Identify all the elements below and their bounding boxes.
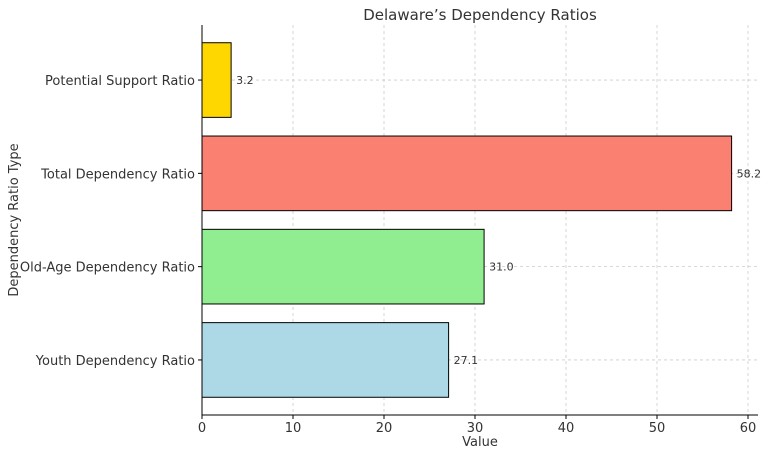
x-tick-label: 40 [558, 421, 575, 436]
x-tick-labels: 0 10 20 30 40 50 60 [198, 415, 756, 436]
y-tick-label: Potential Support Ratio [45, 74, 195, 89]
bar [201, 42, 232, 118]
x-tick-label: 0 [198, 421, 206, 436]
y-tick-label: Youth Dependency Ratio [35, 354, 195, 369]
data-label: 27.1 [454, 354, 479, 367]
bars [201, 42, 733, 398]
y-tick-label: Total Dependency Ratio [40, 167, 195, 182]
x-tick-label: 60 [740, 421, 757, 436]
data-labels: 27.1 31.0 58.2 3.2 [236, 74, 761, 367]
y-tick-labels: Youth Dependency Ratio Old-Age Dependency… [20, 74, 202, 369]
x-tick-label: 50 [649, 421, 666, 436]
x-tick-label: 30 [467, 421, 484, 436]
bar [201, 322, 450, 398]
y-tick-label: Old-Age Dependency Ratio [20, 261, 195, 276]
chart-title: Delaware’s Dependency Ratios [363, 6, 597, 24]
data-label: 58.2 [737, 167, 762, 180]
x-tick-label: 10 [285, 421, 302, 436]
data-label: 3.2 [236, 74, 254, 87]
x-axis-label: Value [462, 435, 498, 450]
bar [201, 135, 733, 212]
bar [201, 228, 485, 305]
y-axis-label: Dependency Ratio Type [7, 143, 22, 296]
data-label: 31.0 [489, 261, 514, 274]
x-tick-label: 20 [376, 421, 393, 436]
